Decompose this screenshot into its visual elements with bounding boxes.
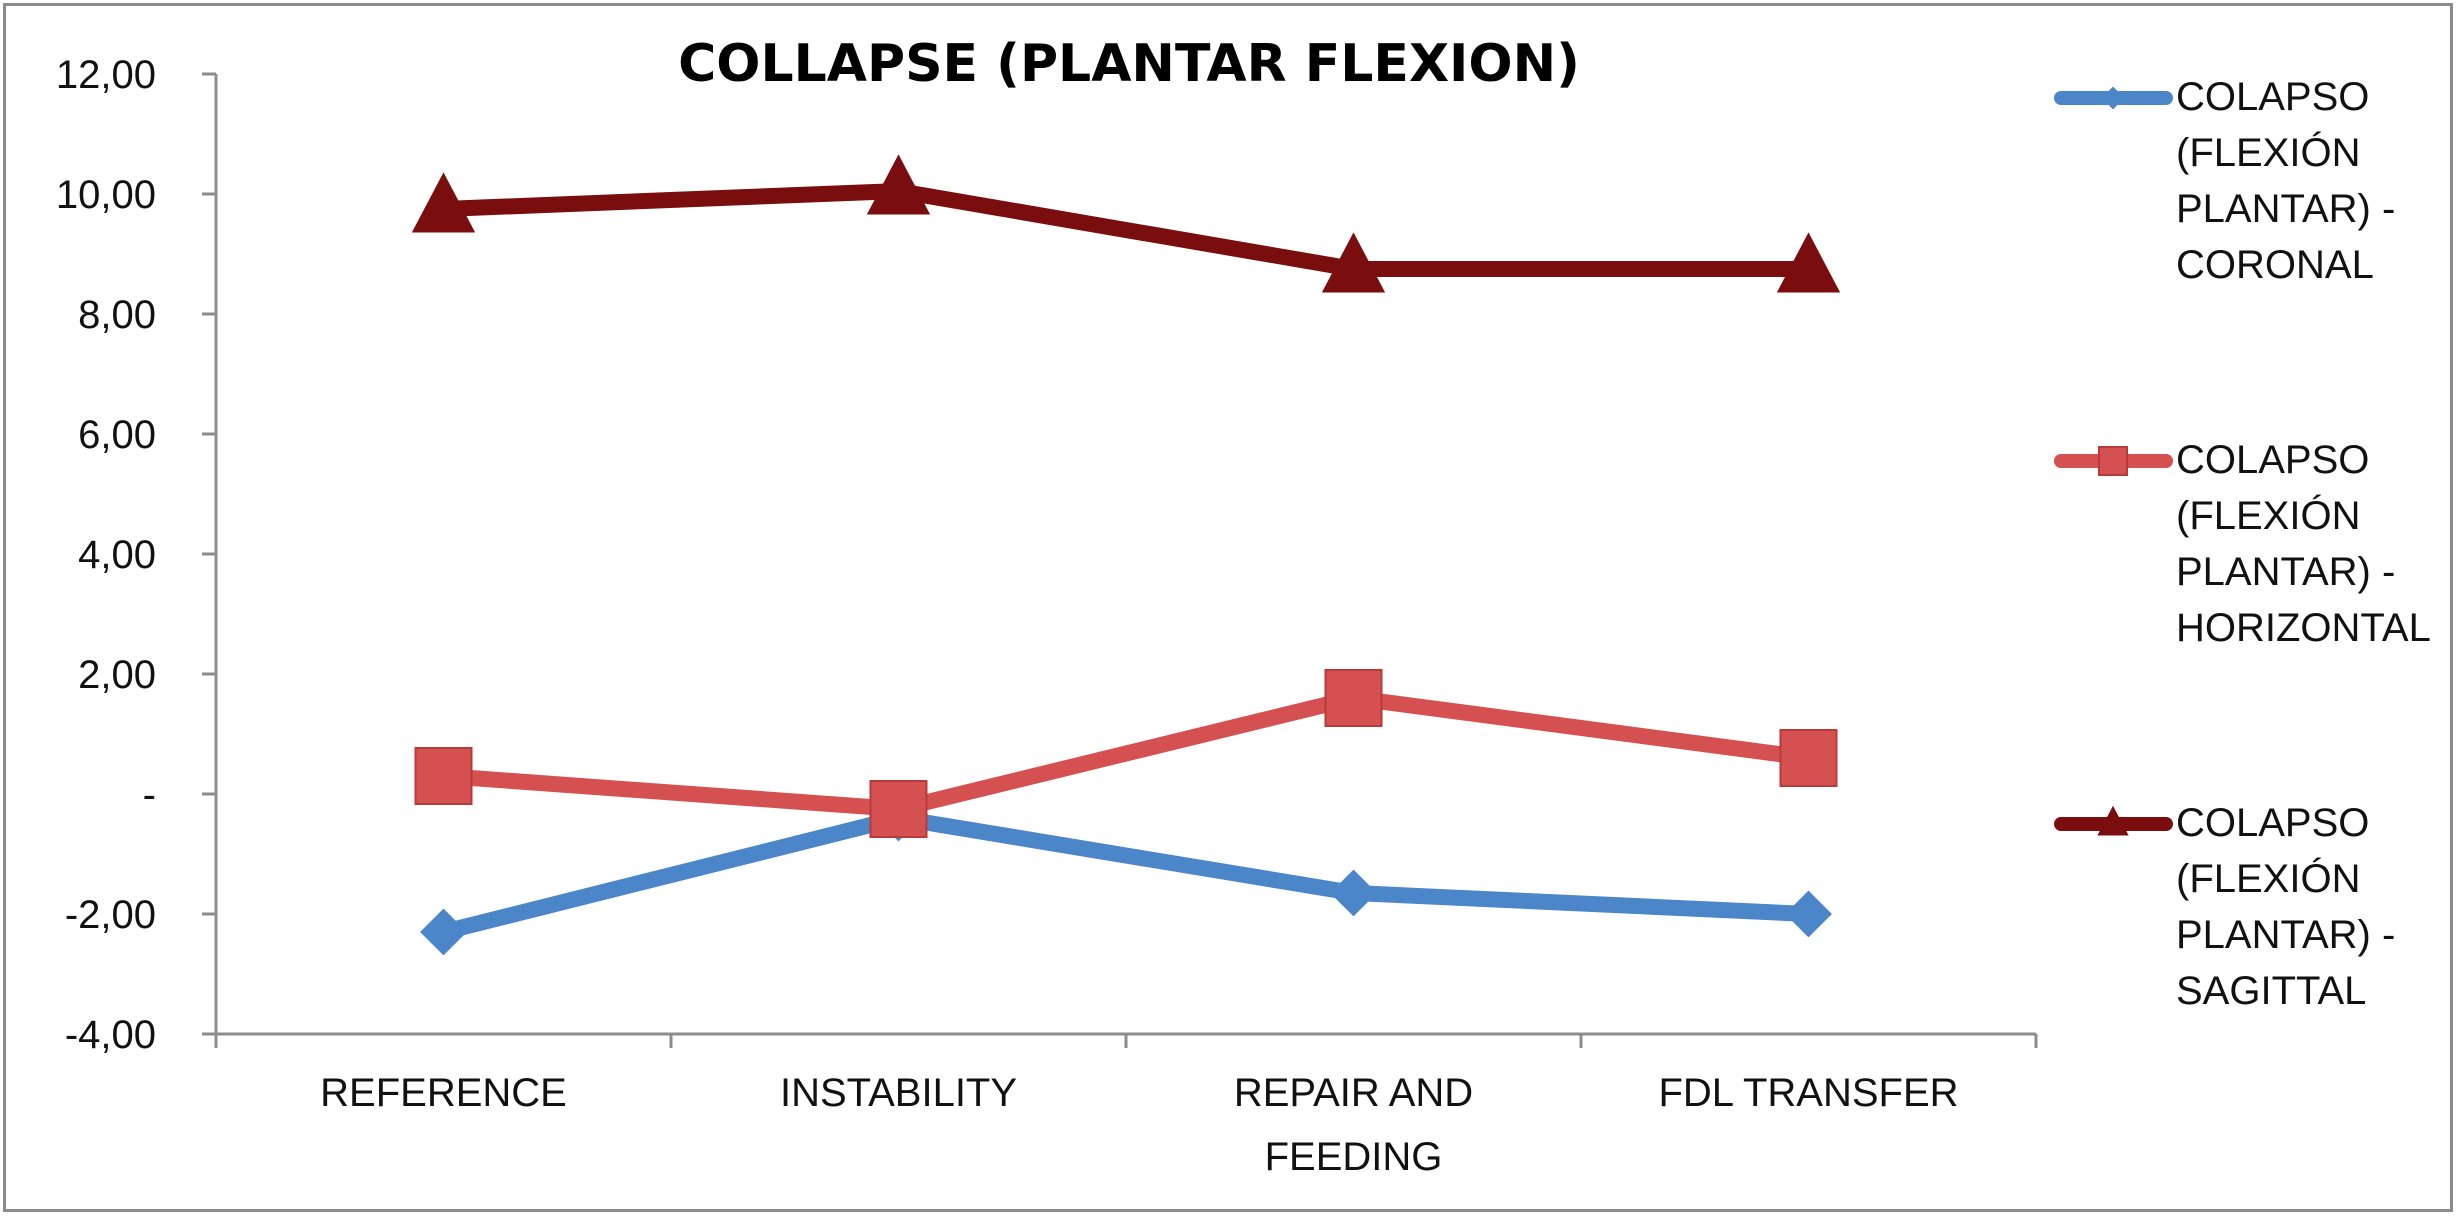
legend-label-line: COLAPSO: [2176, 801, 2369, 845]
legend-label: COLAPSO (FLEXIÓN PLANTAR) - HORIZONTAL: [2176, 438, 2431, 650]
y-tick-label: 12,00: [56, 53, 156, 97]
chart-frame: COLLAPSE (PLANTAR FLEXION) 12,00 10,00 8,0…: [3, 3, 2453, 1212]
data-point-marker: [866, 154, 931, 215]
data-point-marker: [1330, 869, 1377, 917]
y-tick-label: 8,00: [78, 293, 156, 337]
y-tick-label: -2,00: [65, 893, 156, 937]
y-tick-label: 6,00: [78, 413, 156, 457]
data-point-marker: [411, 172, 476, 233]
y-tick-label: 2,00: [78, 653, 156, 697]
axes: 12,00 10,00 8,00 6,00 4,00 2,00 - -2,00 -4,00 REF…: [56, 53, 2038, 1179]
series-line: [435, 810, 1817, 940]
y-tick-label: -: [143, 773, 156, 817]
legend-label-line: CORONAL: [2176, 243, 2374, 287]
x-category-label-line: REPAIR AND: [1234, 1071, 1473, 1115]
x-category-label-line: INSTABILITY: [780, 1071, 1017, 1115]
series-2: [411, 154, 1841, 293]
y-tick-label: 10,00: [56, 173, 156, 217]
data-point-marker: [420, 908, 467, 956]
legend: COLAPSO (FLEXIÓN PLANTAR) - CORONAL COLAPSO (…: [2054, 75, 2431, 1013]
data-point-marker: [414, 747, 473, 805]
legend-label-line: PLANTAR) -: [2176, 187, 2395, 231]
legend-label-line: PLANTAR) -: [2176, 550, 2395, 594]
legend-label: COLAPSO (FLEXIÓN PLANTAR) - CORONAL: [2176, 75, 2395, 287]
legend-label-line: (FLEXIÓN: [2176, 856, 2360, 901]
legend-item-1: COLAPSO (FLEXIÓN PLANTAR) - HORIZONTAL: [2054, 438, 2431, 650]
y-tick-label: 4,00: [78, 533, 156, 577]
legend-item-2: COLAPSO (FLEXIÓN PLANTAR) - SAGITTAL: [2054, 801, 2395, 1013]
legend-label-line: COLAPSO: [2176, 75, 2369, 119]
series-layer: [411, 154, 1841, 956]
data-point-marker: [1779, 729, 1838, 787]
legend-label-line: COLAPSO: [2176, 438, 2369, 482]
data-point-marker: [869, 780, 928, 838]
legend-label-line: (FLEXIÓN: [2176, 130, 2360, 175]
y-tick-label: -4,00: [65, 1013, 156, 1057]
legend-label-line: SAGITTAL: [2176, 969, 2366, 1013]
legend-swatch-marker: [2097, 805, 2129, 836]
legend-label-line: (FLEXIÓN: [2176, 493, 2360, 538]
data-point-marker: [1324, 669, 1383, 727]
series-1: [414, 669, 1838, 838]
x-category-label-line: REFERENCE: [320, 1071, 567, 1115]
legend-label-line: HORIZONTAL: [2176, 606, 2431, 650]
legend-label: COLAPSO (FLEXIÓN PLANTAR) - SAGITTAL: [2176, 801, 2395, 1013]
data-point-marker: [1785, 890, 1832, 938]
series-0: [420, 794, 1832, 956]
legend-item-0: COLAPSO (FLEXIÓN PLANTAR) - CORONAL: [2054, 75, 2395, 287]
x-category-label: FDL TRANSFER: [1658, 1071, 1958, 1115]
data-point-marker: [1776, 232, 1841, 293]
x-category-label-line: FDL TRANSFER: [1658, 1071, 1958, 1115]
x-category-label: REPAIR AND FEEDING: [1234, 1071, 1473, 1179]
legend-label-line: PLANTAR) -: [2176, 913, 2395, 957]
chart-title: COLLAPSE (PLANTAR FLEXION): [678, 34, 1580, 94]
series-line: [435, 183, 1817, 277]
x-category-label: REFERENCE: [320, 1071, 567, 1115]
x-category-label-line: FEEDING: [1265, 1135, 1443, 1179]
line-chart: COLLAPSE (PLANTAR FLEXION) 12,00 10,00 8,0…: [56, 34, 2431, 1179]
legend-swatch-marker: [2101, 86, 2125, 110]
x-category-label: INSTABILITY: [780, 1071, 1017, 1115]
legend-swatch-marker: [2098, 446, 2128, 476]
series-line: [435, 690, 1817, 817]
data-point-marker: [1321, 232, 1386, 293]
